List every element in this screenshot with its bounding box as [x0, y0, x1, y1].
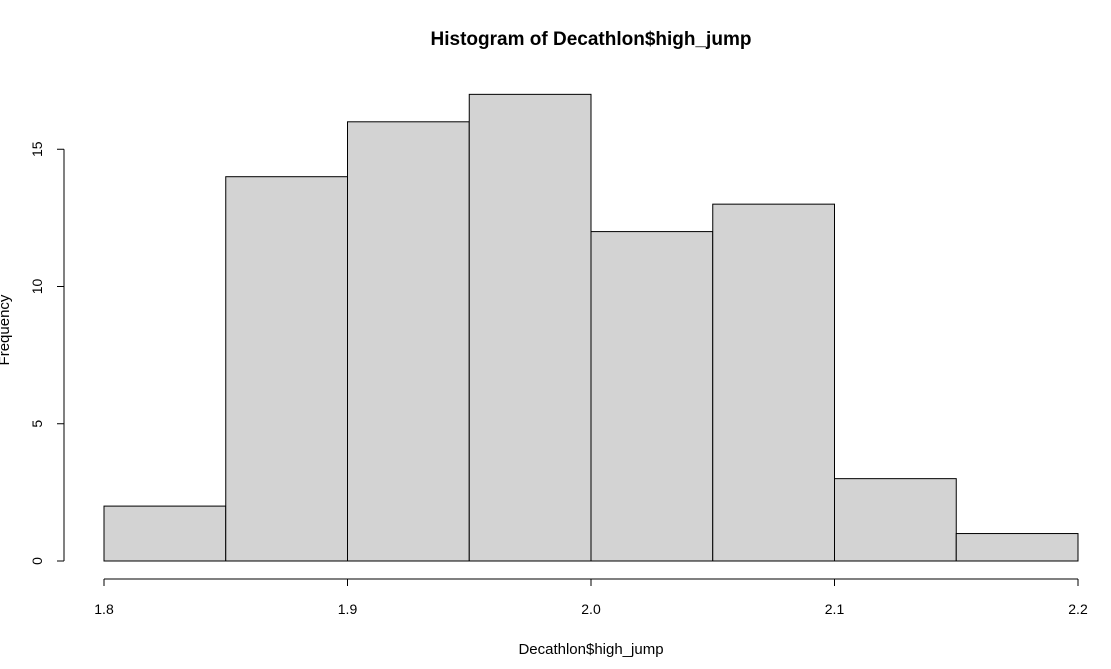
histogram-bar: [590, 231, 714, 562]
x-tick-label: 2.0: [581, 601, 601, 617]
histogram-bar: [347, 121, 470, 562]
x-tick-label: 2.2: [1068, 601, 1088, 617]
y-axis: 0 5 10 15: [29, 141, 65, 565]
histogram-bar: [955, 533, 1079, 562]
histogram-bar: [834, 478, 957, 562]
y-tick-label: 5: [29, 420, 45, 428]
y-tick-label: 10: [29, 279, 45, 295]
y-tick-label: 0: [29, 557, 45, 565]
x-axis: 1.8 1.9 2.0 2.1 2.2: [94, 578, 1088, 617]
x-tick-label: 1.9: [338, 601, 358, 617]
x-tick-label: 2.1: [825, 601, 845, 617]
chart-title: Histogram of Decathlon$high_jump: [431, 29, 752, 50]
y-axis-label: Frequency: [0, 294, 13, 365]
x-axis-label: Decathlon$high_jump: [518, 641, 663, 658]
histogram-bar: [225, 176, 348, 562]
histogram-bar: [468, 93, 592, 562]
y-tick-label: 15: [29, 141, 45, 157]
histogram-bar: [103, 505, 227, 562]
bars-group: [103, 93, 1079, 562]
x-tick-label: 1.8: [94, 601, 114, 617]
histogram-bar: [712, 203, 835, 562]
